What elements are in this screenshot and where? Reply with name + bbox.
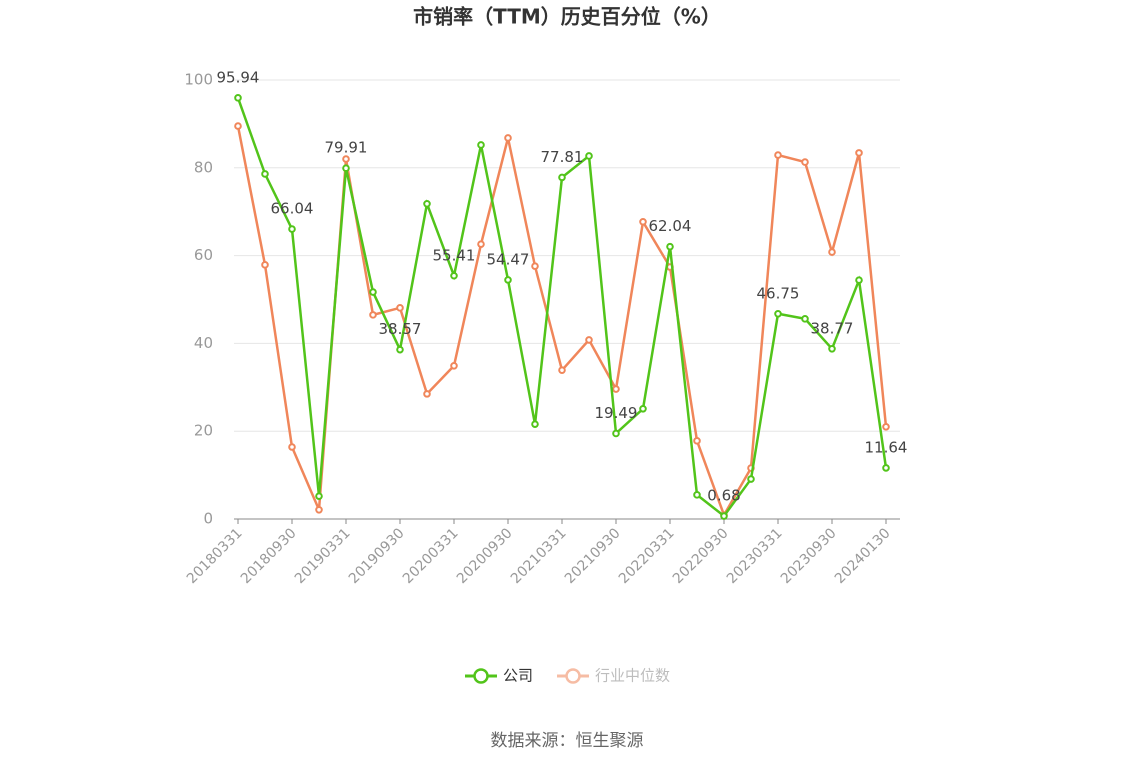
data-point <box>693 437 701 445</box>
x-tick-label: 20190331 <box>292 525 354 587</box>
data-point <box>423 390 431 398</box>
y-tick-label: 20 <box>194 422 213 440</box>
data-point <box>423 199 431 208</box>
data-label: 38.57 <box>379 320 422 338</box>
data-point <box>720 512 728 520</box>
data-label: 11.64 <box>865 438 908 456</box>
x-tick-label: 20230331 <box>724 525 786 587</box>
data-point <box>531 262 539 270</box>
data-label: 62.04 <box>649 217 692 235</box>
data-point <box>477 240 485 248</box>
data-point <box>369 311 377 319</box>
data-point <box>288 443 296 451</box>
data-point <box>639 217 647 226</box>
x-tick-label: 20200930 <box>454 525 516 587</box>
x-tick-label: 20210331 <box>508 525 570 587</box>
data-point <box>288 225 296 233</box>
data-label: 55.41 <box>433 246 476 264</box>
legend-item[interactable]: 公司 <box>465 667 533 685</box>
data-point <box>504 276 512 284</box>
data-point <box>882 464 890 472</box>
x-tick-label: 20190930 <box>346 525 408 587</box>
legend-marker <box>565 668 581 684</box>
data-point <box>450 361 458 370</box>
data-point <box>612 385 620 393</box>
legend-item[interactable]: 行业中位数 <box>557 667 670 685</box>
data-label: 0.68 <box>707 487 740 505</box>
data-point <box>477 141 485 149</box>
data-point <box>828 248 836 256</box>
data-point <box>558 366 566 374</box>
source-note: 数据来源：恒生聚源 <box>491 731 644 751</box>
data-point <box>693 491 701 499</box>
data-label: 54.47 <box>487 250 530 268</box>
data-point <box>396 304 404 312</box>
x-tick-label: 20240130 <box>832 525 894 587</box>
y-tick-label: 80 <box>194 158 213 176</box>
x-tick-label: 20180930 <box>238 525 300 587</box>
y-tick-label: 60 <box>194 246 213 264</box>
y-tick-label: 100 <box>184 71 213 89</box>
chart-title: 市销率（TTM）历史百分位（%） <box>413 5 721 29</box>
y-tick-label: 40 <box>194 334 213 352</box>
data-label: 79.91 <box>325 139 368 157</box>
data-point <box>315 505 323 514</box>
data-point <box>585 336 593 344</box>
data-point <box>855 276 863 284</box>
x-tick-label: 20210930 <box>562 525 624 587</box>
data-point <box>234 122 242 130</box>
data-point <box>774 151 782 159</box>
data-point <box>234 94 242 102</box>
legend-label: 行业中位数 <box>595 667 670 685</box>
data-point <box>801 158 809 166</box>
data-point <box>342 155 350 163</box>
data-point <box>558 173 566 182</box>
data-label: 95.94 <box>217 68 260 86</box>
data-point <box>612 429 620 438</box>
x-tick-label: 20220331 <box>616 525 678 587</box>
data-label: 46.75 <box>757 284 800 302</box>
data-point <box>774 309 782 318</box>
data-point <box>450 271 458 280</box>
x-tick-label: 20200331 <box>400 525 462 587</box>
data-point <box>666 242 674 251</box>
data-point <box>801 315 809 323</box>
data-label: 66.04 <box>271 200 314 218</box>
data-point <box>261 261 269 269</box>
data-point <box>882 423 890 431</box>
data-label: 38.77 <box>811 319 854 337</box>
data-point <box>639 405 647 413</box>
data-label: 19.49 <box>595 404 638 422</box>
legend-marker <box>473 668 489 684</box>
legend-label: 公司 <box>503 667 533 685</box>
data-point <box>396 345 404 354</box>
data-point <box>747 475 755 483</box>
x-tick-label: 20180331 <box>184 525 246 587</box>
x-tick-label: 20220930 <box>670 525 732 587</box>
data-point <box>504 134 512 142</box>
data-point <box>585 152 593 160</box>
data-point <box>261 170 269 178</box>
y-tick-label: 0 <box>203 510 213 528</box>
data-point <box>531 420 539 428</box>
data-point <box>828 344 836 353</box>
data-point <box>855 149 863 157</box>
x-tick-label: 20230930 <box>778 525 840 587</box>
data-point <box>315 492 323 500</box>
data-point <box>342 164 350 172</box>
data-label: 77.81 <box>541 148 584 166</box>
data-point <box>369 288 377 296</box>
